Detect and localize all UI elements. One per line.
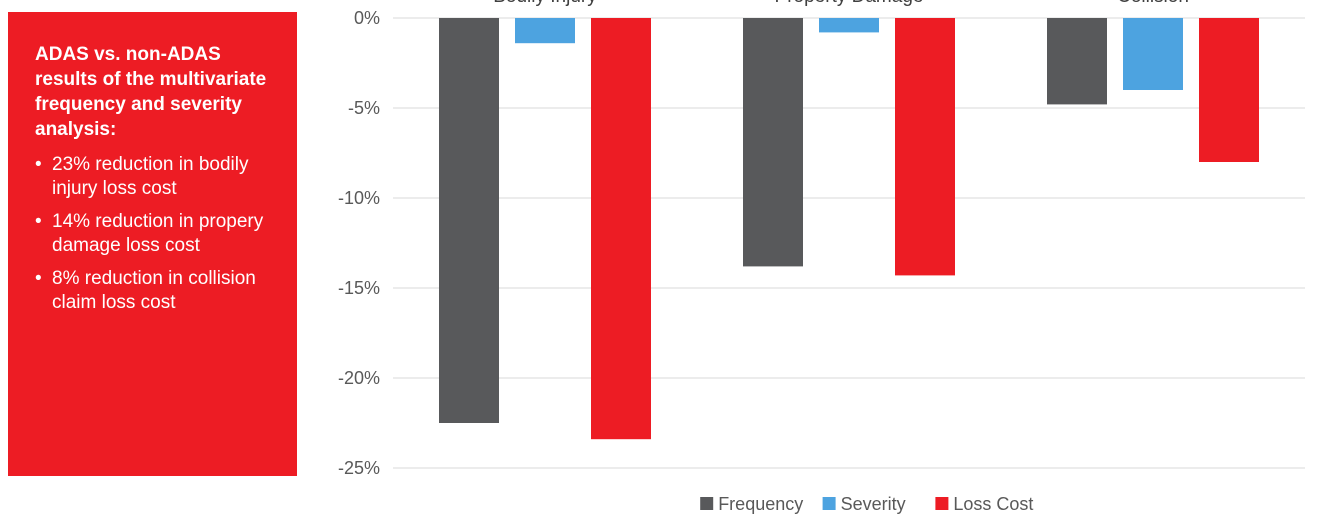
bar-frequency bbox=[743, 18, 803, 267]
bar-loss-cost bbox=[1199, 18, 1259, 162]
category-label: Collision bbox=[1117, 0, 1189, 7]
y-tick-label: -20% bbox=[338, 368, 380, 388]
y-tick-label: -25% bbox=[338, 458, 380, 478]
category-label: Property Damage bbox=[775, 0, 924, 7]
finding-item: • 23% reduction in bodily injury loss co… bbox=[35, 153, 279, 201]
bullet-icon: • bbox=[35, 268, 42, 289]
bullet-icon: • bbox=[35, 154, 42, 175]
bar-loss-cost bbox=[895, 18, 955, 276]
category-label: Bodily Injury bbox=[493, 0, 597, 7]
bar-frequency bbox=[439, 18, 499, 423]
y-tick-label: -15% bbox=[338, 278, 380, 298]
finding-text: 23% reduction in bodily injury loss cost bbox=[52, 154, 249, 199]
finding-text: 14% reduction in propery damage loss cos… bbox=[52, 211, 264, 256]
legend-label: Severity bbox=[841, 494, 906, 514]
key-findings-panel: ADAS vs. non-ADAS results of the multiva… bbox=[8, 12, 297, 476]
y-tick-label: -10% bbox=[338, 188, 380, 208]
finding-item: • 8% reduction in collision claim loss c… bbox=[35, 267, 279, 315]
finding-text: 8% reduction in collision claim loss cos… bbox=[52, 268, 256, 313]
findings-list: • 23% reduction in bodily injury loss co… bbox=[35, 153, 279, 315]
legend-label: Frequency bbox=[718, 494, 803, 514]
bar-severity bbox=[819, 18, 879, 33]
bar-severity bbox=[515, 18, 575, 44]
bar-loss-cost bbox=[591, 18, 651, 440]
y-tick-label: -5% bbox=[348, 98, 380, 118]
y-tick-label: 0% bbox=[354, 8, 380, 28]
bullet-icon: • bbox=[35, 211, 42, 232]
legend-swatch bbox=[822, 497, 836, 510]
finding-item: • 14% reduction in propery damage loss c… bbox=[35, 210, 279, 258]
legend-label: Loss Cost bbox=[953, 494, 1033, 514]
panel-heading: ADAS vs. non-ADAS results of the multiva… bbox=[35, 44, 267, 140]
legend-swatch bbox=[935, 497, 949, 510]
bar-frequency bbox=[1047, 18, 1107, 105]
legend-swatch bbox=[700, 497, 714, 510]
bar-severity bbox=[1123, 18, 1183, 90]
bar-chart: 0% -5% -10% -15% -20% -25% Bodily Injury Proper… bbox=[338, 0, 1305, 514]
